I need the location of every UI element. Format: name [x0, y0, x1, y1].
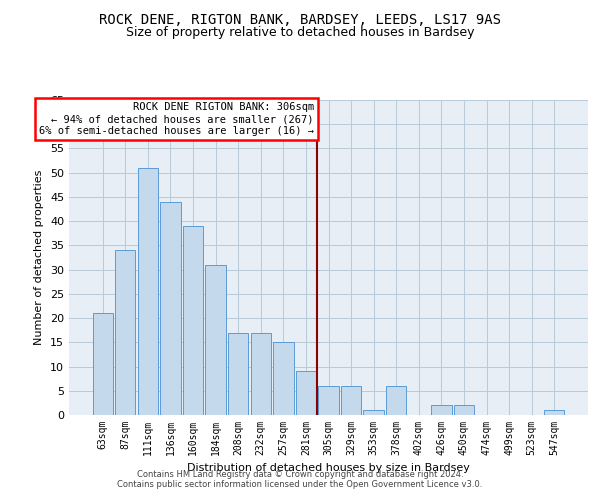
Bar: [364, 410, 384, 415]
Y-axis label: Number of detached properties: Number of detached properties: [34, 170, 44, 345]
X-axis label: Distribution of detached houses by size in Bardsey: Distribution of detached houses by size …: [187, 464, 470, 473]
Bar: [228, 332, 248, 415]
Bar: [115, 250, 136, 415]
Bar: [160, 202, 181, 415]
Bar: [341, 386, 361, 415]
Bar: [183, 226, 203, 415]
Text: Contains HM Land Registry data © Crown copyright and database right 2024.: Contains HM Land Registry data © Crown c…: [137, 470, 463, 479]
Bar: [296, 372, 316, 415]
Bar: [386, 386, 406, 415]
Bar: [251, 332, 271, 415]
Bar: [319, 386, 338, 415]
Bar: [544, 410, 565, 415]
Text: ROCK DENE RIGTON BANK: 306sqm
← 94% of detached houses are smaller (267)
6% of s: ROCK DENE RIGTON BANK: 306sqm ← 94% of d…: [39, 102, 314, 136]
Text: ROCK DENE, RIGTON BANK, BARDSEY, LEEDS, LS17 9AS: ROCK DENE, RIGTON BANK, BARDSEY, LEEDS, …: [99, 12, 501, 26]
Bar: [138, 168, 158, 415]
Bar: [454, 406, 474, 415]
Bar: [431, 406, 452, 415]
Bar: [92, 313, 113, 415]
Bar: [273, 342, 293, 415]
Text: Contains public sector information licensed under the Open Government Licence v3: Contains public sector information licen…: [118, 480, 482, 489]
Bar: [205, 265, 226, 415]
Text: Size of property relative to detached houses in Bardsey: Size of property relative to detached ho…: [126, 26, 474, 39]
